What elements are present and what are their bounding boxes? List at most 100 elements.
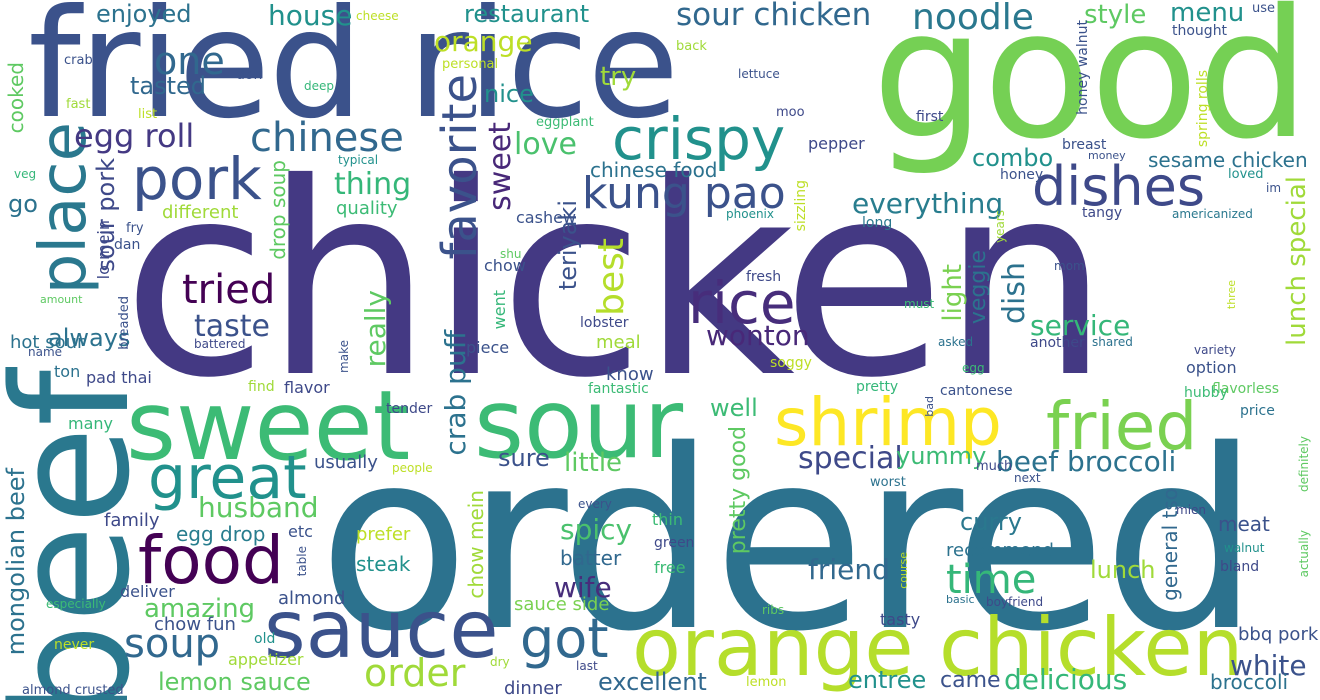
word-free: free — [654, 558, 686, 577]
word-spring-rolls-vertical: spring rolls — [1195, 70, 1211, 148]
word-combo: combo — [972, 144, 1054, 172]
word-lettuce: lettuce — [738, 67, 780, 81]
word-great: great — [148, 443, 307, 513]
word-back: back — [676, 39, 707, 54]
word-every: every — [578, 497, 612, 511]
word-pretty-good-vertical: pretty good — [726, 426, 751, 555]
word-variety: variety — [1194, 343, 1236, 357]
word-honey-walnut-vertical: honey walnut — [1075, 20, 1091, 115]
word-chow: chow — [484, 256, 526, 275]
word-walnut: walnut — [1224, 541, 1265, 555]
word-bbq-pork: bbq pork — [1238, 624, 1319, 645]
word-cantonese: cantonese — [940, 383, 1013, 399]
word-orange: orange — [434, 25, 533, 58]
word-friend: friend — [808, 553, 890, 586]
word-flavor: flavor — [284, 378, 330, 397]
word-dan: dan — [114, 237, 141, 253]
word-first: first — [916, 109, 944, 125]
word-lunch-special-vertical: lunch special — [1282, 176, 1312, 346]
word-pretty: pretty — [856, 379, 899, 395]
word-wonton: wonton — [706, 319, 810, 352]
word-chow-mein-vertical: chow mein — [464, 490, 488, 599]
word-beef-broccoli: beef broccoli — [996, 445, 1177, 478]
word-fried-rice: fried rice — [28, 0, 679, 152]
word-cashew: cashew — [516, 208, 577, 227]
word-entree: entree — [848, 666, 927, 694]
word-must: must — [904, 297, 935, 311]
word-thin: thin — [652, 510, 683, 529]
word-curry: curry — [960, 508, 1022, 536]
word-im: im — [1266, 181, 1282, 195]
word-spicy: spicy — [560, 513, 633, 546]
word-phoenix: phoenix — [726, 207, 774, 221]
word-crab: crab — [64, 53, 93, 68]
word-sour-chicken: sour chicken — [676, 0, 872, 33]
word-service: service — [1030, 309, 1131, 342]
word-use: use — [1252, 1, 1276, 16]
word-green: green — [654, 535, 695, 551]
word-really-vertical: really — [359, 290, 392, 368]
word-breaded-vertical: breaded — [117, 296, 132, 350]
word-battered: battered — [194, 337, 246, 351]
word-soup: soup — [124, 621, 221, 667]
word-special: special — [798, 441, 903, 476]
word-chinese: chinese — [250, 115, 404, 161]
word-hubby: hubby — [1184, 385, 1228, 401]
word-orange-chicken: orange chicken — [632, 601, 1244, 694]
word-lo-mein-vertical: lo mein — [94, 220, 113, 280]
word-wife: wife — [554, 571, 612, 604]
word-deep: deep — [304, 79, 334, 93]
word-yummy: yummy — [896, 442, 987, 470]
word-fried: fried — [1046, 388, 1198, 465]
word-tried: tried — [182, 267, 276, 313]
word-typical: typical — [338, 153, 379, 167]
word-white: white — [1230, 649, 1307, 682]
word-thing: thing — [334, 167, 412, 202]
word-try: try — [600, 62, 637, 92]
word-menu: menu — [1170, 0, 1245, 28]
word-next: next — [1014, 471, 1041, 485]
word-sesame-chicken: sesame chicken — [1148, 148, 1308, 172]
word-shared: shared — [1092, 335, 1133, 349]
word-definitely-vertical: definitely — [1297, 436, 1311, 493]
word-house: house — [268, 0, 353, 32]
word-sweet-large: sweet — [126, 370, 411, 482]
word-one: one — [154, 39, 225, 83]
word-dry: dry — [490, 655, 510, 669]
word-veg: veg — [14, 167, 37, 181]
word-family: family — [104, 510, 160, 531]
word-meal: meal — [596, 332, 641, 353]
word-everything: everything — [852, 187, 1004, 220]
word-broccoli: broccoli — [1210, 670, 1289, 694]
word-almond-crusted: almond crusted — [22, 683, 124, 698]
word-three-vertical: three — [1225, 280, 1238, 310]
word-moo: moo — [776, 105, 805, 120]
word-piece: piece — [466, 338, 510, 357]
word-ordered: ordered — [318, 398, 1260, 686]
word-quality: quality — [336, 198, 398, 219]
word-thought: thought — [1172, 23, 1228, 39]
word-especially: especially — [46, 597, 106, 611]
word-fantastic: fantastic — [588, 381, 649, 397]
word-sizzling-vertical: sizzling — [793, 180, 809, 232]
word-actually-vertical: actually — [1297, 530, 1311, 578]
word-list: list — [138, 107, 158, 122]
word-know: know — [606, 364, 654, 385]
word-amazing: amazing — [144, 594, 256, 624]
word-loved: loved — [1228, 167, 1264, 182]
word-dishes: dishes — [1032, 155, 1205, 218]
word-pepper: pepper — [808, 134, 865, 153]
word-long: long — [862, 215, 893, 231]
word-got: got — [520, 607, 609, 670]
word-almond: almond — [278, 588, 346, 609]
word-etc: etc — [288, 522, 313, 541]
word-lemon: lemon — [746, 675, 787, 690]
word-husband: husband — [198, 491, 319, 524]
word-mien: mien — [1176, 503, 1207, 517]
word-appetizer: appetizer — [228, 650, 304, 669]
word-steak: steak — [356, 552, 411, 576]
word-lemon-sauce: lemon sauce — [158, 668, 311, 696]
word-amount: amount — [40, 293, 83, 306]
word-sauce: sauce — [264, 583, 499, 676]
